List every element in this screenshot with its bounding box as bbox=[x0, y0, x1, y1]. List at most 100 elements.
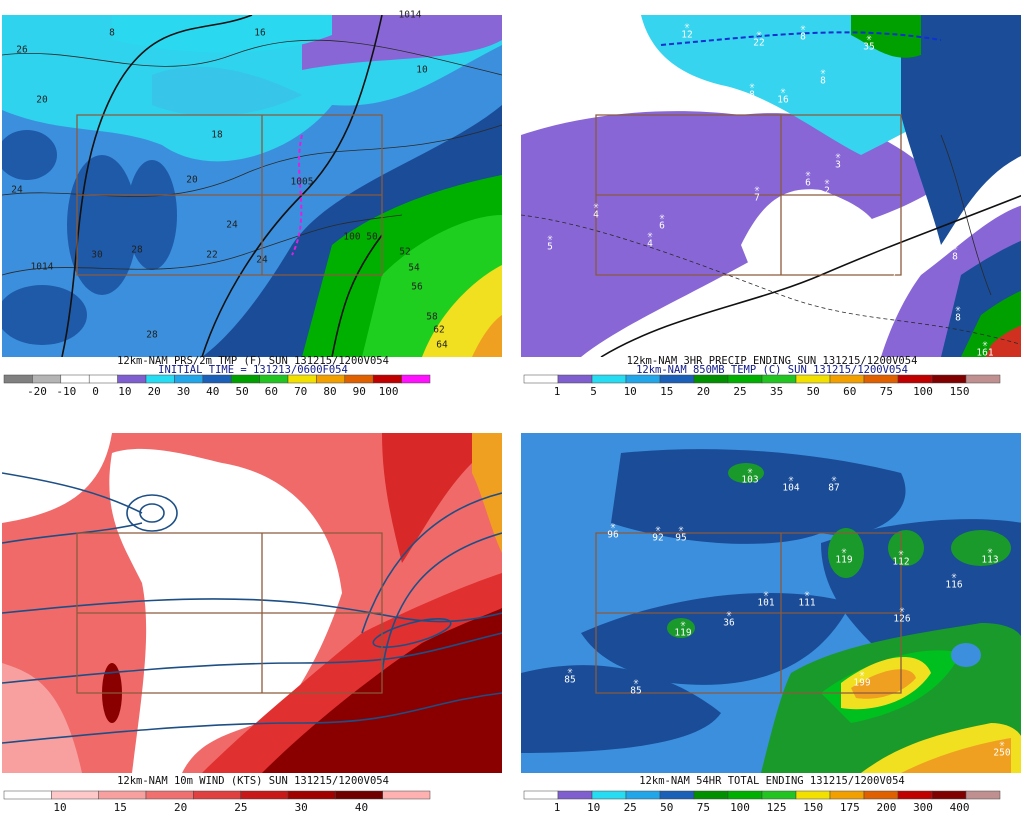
map-label: 116 bbox=[945, 580, 962, 591]
station-star: ✳ bbox=[982, 339, 988, 350]
map-label: 36 bbox=[723, 618, 735, 629]
station-star: ✳ bbox=[539, 19, 545, 30]
station-star: ✳ bbox=[834, 223, 840, 234]
colorbar-box bbox=[32, 374, 62, 384]
colorbar-box bbox=[230, 374, 260, 384]
map-label: 87 bbox=[828, 483, 839, 494]
colorbar-label: 1 bbox=[554, 801, 561, 814]
colorbar-box bbox=[591, 374, 627, 384]
labels: 12km-NAM PRS/2m TMP (F) SUN 131215/1200V… bbox=[3, 10, 1011, 814]
colorbar-label: 15 bbox=[660, 385, 673, 398]
colorbar-box bbox=[335, 790, 383, 800]
station-star: ✳ bbox=[593, 201, 599, 212]
station-star: ✳ bbox=[655, 524, 661, 535]
colorbar-box bbox=[344, 374, 374, 384]
colorbar-label: 60 bbox=[843, 385, 856, 398]
map-label: 6 bbox=[805, 178, 811, 189]
colorbar-box bbox=[897, 790, 933, 800]
map-label: 18 bbox=[211, 130, 223, 141]
map-label: 104 bbox=[782, 483, 799, 494]
colorbar-box bbox=[727, 790, 763, 800]
colorbar-label: 30 bbox=[295, 801, 308, 814]
map-label: 28 bbox=[146, 330, 158, 341]
station-star: ✳ bbox=[749, 81, 755, 92]
map-label: 56 bbox=[411, 282, 423, 293]
wind-map bbox=[2, 433, 502, 773]
total-precip-map bbox=[521, 433, 1021, 773]
colorbar-label: 25 bbox=[733, 385, 746, 398]
map-label: 92 bbox=[652, 533, 663, 544]
map-label: 85 bbox=[630, 686, 641, 697]
colorbar-label: 150 bbox=[803, 801, 823, 814]
colorbar-box bbox=[795, 790, 831, 800]
station-star: ✳ bbox=[877, 220, 883, 231]
station-star: ✳ bbox=[678, 524, 684, 535]
station-star: ✳ bbox=[780, 86, 786, 97]
colorbar-box bbox=[372, 374, 402, 384]
colorbar-box bbox=[659, 374, 695, 384]
colorbar-label: 1 bbox=[554, 385, 561, 398]
map-label: 161 bbox=[976, 348, 993, 359]
map-label: 30 bbox=[91, 250, 103, 261]
station-star: ✳ bbox=[684, 21, 690, 32]
station-star: ✳ bbox=[820, 67, 826, 78]
map-label: 35 bbox=[863, 42, 874, 53]
station-star: ✳ bbox=[800, 23, 806, 34]
colorbar-box bbox=[202, 374, 232, 384]
map-label: 6 bbox=[659, 221, 665, 232]
colorbar-label: 100 bbox=[379, 385, 399, 398]
colorbar-box bbox=[51, 790, 99, 800]
colorbar-box bbox=[287, 374, 317, 384]
map-label: 113 bbox=[981, 555, 998, 566]
colorbar-label: 15 bbox=[114, 801, 127, 814]
colorbar-label: 200 bbox=[876, 801, 896, 814]
map-label: 101 bbox=[757, 598, 774, 609]
colorbar-box bbox=[117, 374, 147, 384]
colorbar-box bbox=[727, 374, 763, 384]
station-star: ✳ bbox=[859, 669, 865, 680]
map-label: 10 bbox=[416, 65, 428, 76]
station-star: ✳ bbox=[756, 29, 762, 40]
colorbar-box bbox=[287, 790, 336, 800]
colorbar-box bbox=[60, 374, 90, 384]
colorbar-label: 175 bbox=[840, 801, 860, 814]
map-label: 12 bbox=[681, 30, 692, 41]
colorbar-label: -20 bbox=[27, 385, 47, 398]
station-star: ✳ bbox=[633, 677, 639, 688]
colorbar-box bbox=[193, 790, 241, 800]
colorbar-label: 400 bbox=[950, 801, 970, 814]
station-star: ✳ bbox=[788, 474, 794, 485]
station-star: ✳ bbox=[805, 169, 811, 180]
map-label: 8 bbox=[109, 28, 115, 39]
colorbar-box bbox=[557, 374, 593, 384]
colorbar-box bbox=[625, 374, 661, 384]
map-label: 58 bbox=[426, 312, 438, 323]
colorbar-label: 40 bbox=[355, 801, 368, 814]
map-label: 7 bbox=[754, 193, 760, 204]
colorbar-box bbox=[693, 790, 729, 800]
colorbar-box bbox=[591, 790, 627, 800]
map-label: 5 bbox=[547, 242, 553, 253]
station-star: ✳ bbox=[892, 259, 898, 270]
map-label: 28 bbox=[131, 245, 143, 256]
station-star: ✳ bbox=[835, 151, 841, 162]
map-label: 95 bbox=[675, 533, 686, 544]
map-label: 64 bbox=[436, 340, 448, 351]
station-star: ✳ bbox=[647, 230, 653, 241]
colorbar-label: 5 bbox=[590, 385, 597, 398]
station-star: ✳ bbox=[898, 548, 904, 559]
colorbar-box bbox=[795, 374, 831, 384]
map-label: 8 bbox=[800, 32, 806, 43]
colorbar-box bbox=[931, 790, 967, 800]
colorbar-label: 20 bbox=[174, 801, 187, 814]
colorbar-box bbox=[3, 374, 33, 384]
map-label: 96 bbox=[607, 530, 619, 541]
colorbar-label: 125 bbox=[767, 801, 787, 814]
colorbar-label: 80 bbox=[323, 385, 336, 398]
colorbar-box bbox=[145, 374, 175, 384]
colorbar-label: 30 bbox=[177, 385, 190, 398]
map-label: 2 bbox=[824, 186, 830, 197]
station-star: ✳ bbox=[763, 589, 769, 600]
station-star: ✳ bbox=[952, 243, 958, 254]
